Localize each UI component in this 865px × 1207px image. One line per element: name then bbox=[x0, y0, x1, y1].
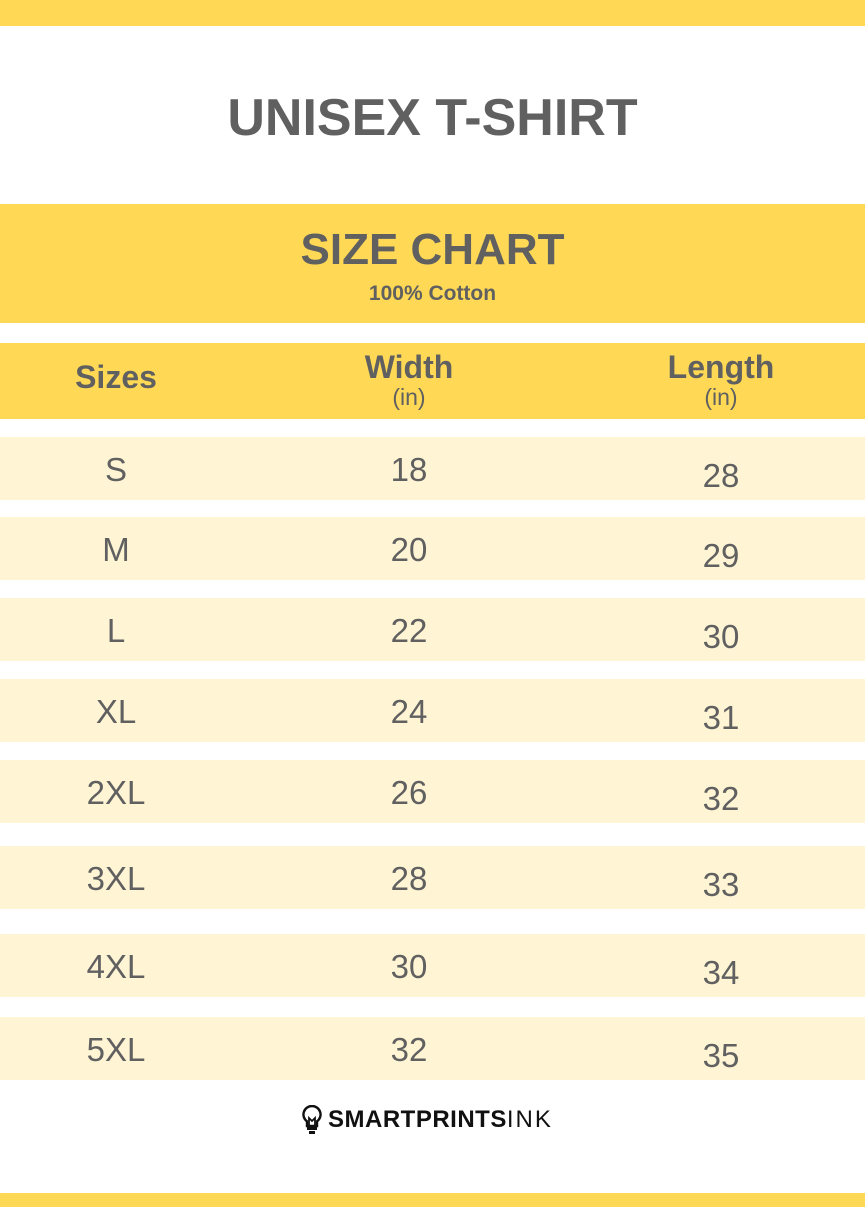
length-cell: 29 bbox=[702, 537, 740, 574]
size-cell: 2XL bbox=[86, 774, 146, 811]
size-cell: 3XL bbox=[86, 860, 146, 897]
size-cell: 5XL bbox=[86, 1031, 146, 1068]
length-cell: 33 bbox=[702, 866, 740, 903]
width-cell: 30 bbox=[390, 948, 428, 985]
brand-logo: SMARTPRINTS INK bbox=[302, 1104, 553, 1136]
header-sizes: Sizes bbox=[0, 359, 236, 396]
header-unit: (in) bbox=[704, 384, 738, 410]
brand-name-bold: SMARTPRINTS bbox=[328, 1106, 507, 1133]
size-cell: L bbox=[106, 612, 126, 649]
top-bar bbox=[0, 0, 865, 26]
length-cell: 35 bbox=[702, 1037, 740, 1074]
size-cell: S bbox=[104, 451, 127, 488]
length-cell: 32 bbox=[702, 780, 740, 817]
table-row: XL 24 31 bbox=[0, 679, 865, 742]
width-cell: 20 bbox=[390, 531, 428, 568]
header-width: Width (in) bbox=[289, 349, 529, 411]
size-chart-banner: SIZE CHART 100% Cotton bbox=[0, 204, 865, 323]
width-cell: 32 bbox=[390, 1031, 428, 1068]
table-row: M 20 29 bbox=[0, 517, 865, 580]
length-cell: 30 bbox=[702, 618, 740, 655]
header-unit: (in) bbox=[392, 384, 426, 410]
bottom-bar bbox=[0, 1193, 865, 1207]
width-cell: 22 bbox=[390, 612, 428, 649]
size-cell: XL bbox=[95, 693, 137, 730]
header-label: Width bbox=[364, 349, 454, 385]
width-cell: 28 bbox=[390, 860, 428, 897]
width-cell: 26 bbox=[390, 774, 428, 811]
material-label: 100% Cotton bbox=[368, 282, 497, 305]
header-label: Sizes bbox=[75, 359, 157, 395]
width-cell: 18 bbox=[390, 451, 428, 488]
size-chart-heading: SIZE CHART bbox=[300, 225, 565, 274]
table-header: Sizes Width (in) Length (in) bbox=[0, 343, 865, 419]
header-length: Length (in) bbox=[601, 349, 841, 411]
header-label: Length bbox=[667, 349, 775, 385]
length-cell: 28 bbox=[702, 457, 740, 494]
table-row: 3XL 28 33 bbox=[0, 846, 865, 909]
page-title: UNISEX T-SHIRT bbox=[227, 89, 638, 147]
width-cell: 24 bbox=[390, 693, 428, 730]
size-cell: M bbox=[102, 531, 130, 568]
lightbulb-icon bbox=[302, 1105, 322, 1134]
length-cell: 34 bbox=[702, 954, 740, 991]
length-cell: 31 bbox=[702, 699, 740, 736]
table-row: 2XL 26 32 bbox=[0, 760, 865, 823]
brand-name-light: INK bbox=[506, 1106, 553, 1133]
size-cell: 4XL bbox=[86, 948, 146, 985]
table-row: L 22 30 bbox=[0, 598, 865, 661]
table-row: S 18 28 bbox=[0, 437, 865, 500]
table-row: 4XL 30 34 bbox=[0, 934, 865, 997]
table-row: 5XL 32 35 bbox=[0, 1017, 865, 1080]
